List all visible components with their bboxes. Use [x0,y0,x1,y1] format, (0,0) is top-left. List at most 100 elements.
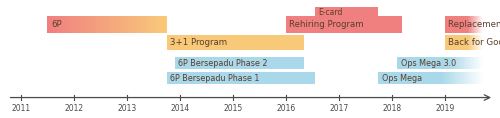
Bar [152,16,153,33]
Bar [444,16,468,33]
Bar [122,16,123,33]
Text: 2015: 2015 [223,104,242,113]
Bar [80,16,81,33]
Bar [104,16,106,33]
Bar [73,16,74,33]
Bar [140,16,141,33]
Bar [164,16,165,33]
Bar [161,16,162,33]
Bar [146,16,148,33]
Bar [120,16,122,33]
Bar [135,16,136,33]
Bar [65,16,66,33]
Bar [160,16,161,33]
Bar [154,16,156,33]
Bar [103,16,104,33]
Bar [129,16,130,33]
Bar [95,16,96,33]
Text: 2012: 2012 [64,104,84,113]
Text: Rehiring Program: Rehiring Program [290,20,364,29]
Bar [144,16,145,33]
Bar [315,7,378,18]
Bar [148,16,149,33]
Bar [286,16,403,33]
Bar [88,16,90,33]
Bar [58,16,59,33]
Bar [125,16,126,33]
Bar [378,72,441,84]
Bar [130,16,131,33]
Bar [57,16,58,33]
Bar [165,16,166,33]
Bar [62,16,64,33]
Bar [123,16,124,33]
Bar [100,16,102,33]
Bar [136,16,137,33]
Text: Ops Mega 3.0: Ops Mega 3.0 [400,59,456,68]
Bar [94,16,95,33]
Bar [70,16,71,33]
Bar [99,16,100,33]
Text: 6P Bersepadu Phase 2: 6P Bersepadu Phase 2 [178,59,268,68]
Bar [156,16,157,33]
Bar [145,16,146,33]
Bar [139,16,140,33]
Text: 2013: 2013 [117,104,136,113]
Bar [82,16,83,33]
Bar [131,16,132,33]
Bar [91,16,92,33]
Bar [115,16,116,33]
Bar [74,16,75,33]
Bar [61,16,62,33]
Text: Replacement Scheme: Replacement Scheme [448,20,500,29]
Bar [397,57,448,70]
Bar [162,16,164,33]
Text: 2017: 2017 [329,104,348,113]
Bar [133,16,134,33]
Text: 2018: 2018 [382,104,402,113]
Bar [102,16,103,33]
Bar [79,16,80,33]
Text: 2016: 2016 [276,104,295,113]
Bar [108,16,110,33]
Bar [72,16,73,33]
Bar [111,16,112,33]
Bar [110,16,111,33]
Bar [157,16,158,33]
Bar [98,16,99,33]
Bar [69,16,70,33]
Bar [48,16,49,33]
Bar [127,16,128,33]
Bar [118,16,119,33]
Text: E-card: E-card [318,8,343,17]
Bar [90,16,91,33]
Bar [153,16,154,33]
Bar [49,16,50,33]
Bar [83,16,84,33]
Bar [53,16,54,33]
Text: 2011: 2011 [12,104,30,113]
Bar [96,16,98,33]
Bar [166,35,304,50]
Bar [60,16,61,33]
Bar [106,16,107,33]
Bar [107,16,108,33]
Bar [150,16,152,33]
Bar [124,16,125,33]
Bar [92,16,94,33]
Bar [84,16,86,33]
Bar [128,16,129,33]
Bar [66,16,67,33]
Bar [75,16,76,33]
Text: 2014: 2014 [170,104,190,113]
Bar [68,16,69,33]
Bar [76,16,77,33]
Bar [142,16,144,33]
Bar [112,16,114,33]
Text: 6P Bersepadu Phase 1: 6P Bersepadu Phase 1 [170,74,260,83]
Text: 6P: 6P [51,20,62,29]
Bar [138,16,139,33]
Bar [116,16,117,33]
Bar [141,16,142,33]
Bar [87,16,88,33]
